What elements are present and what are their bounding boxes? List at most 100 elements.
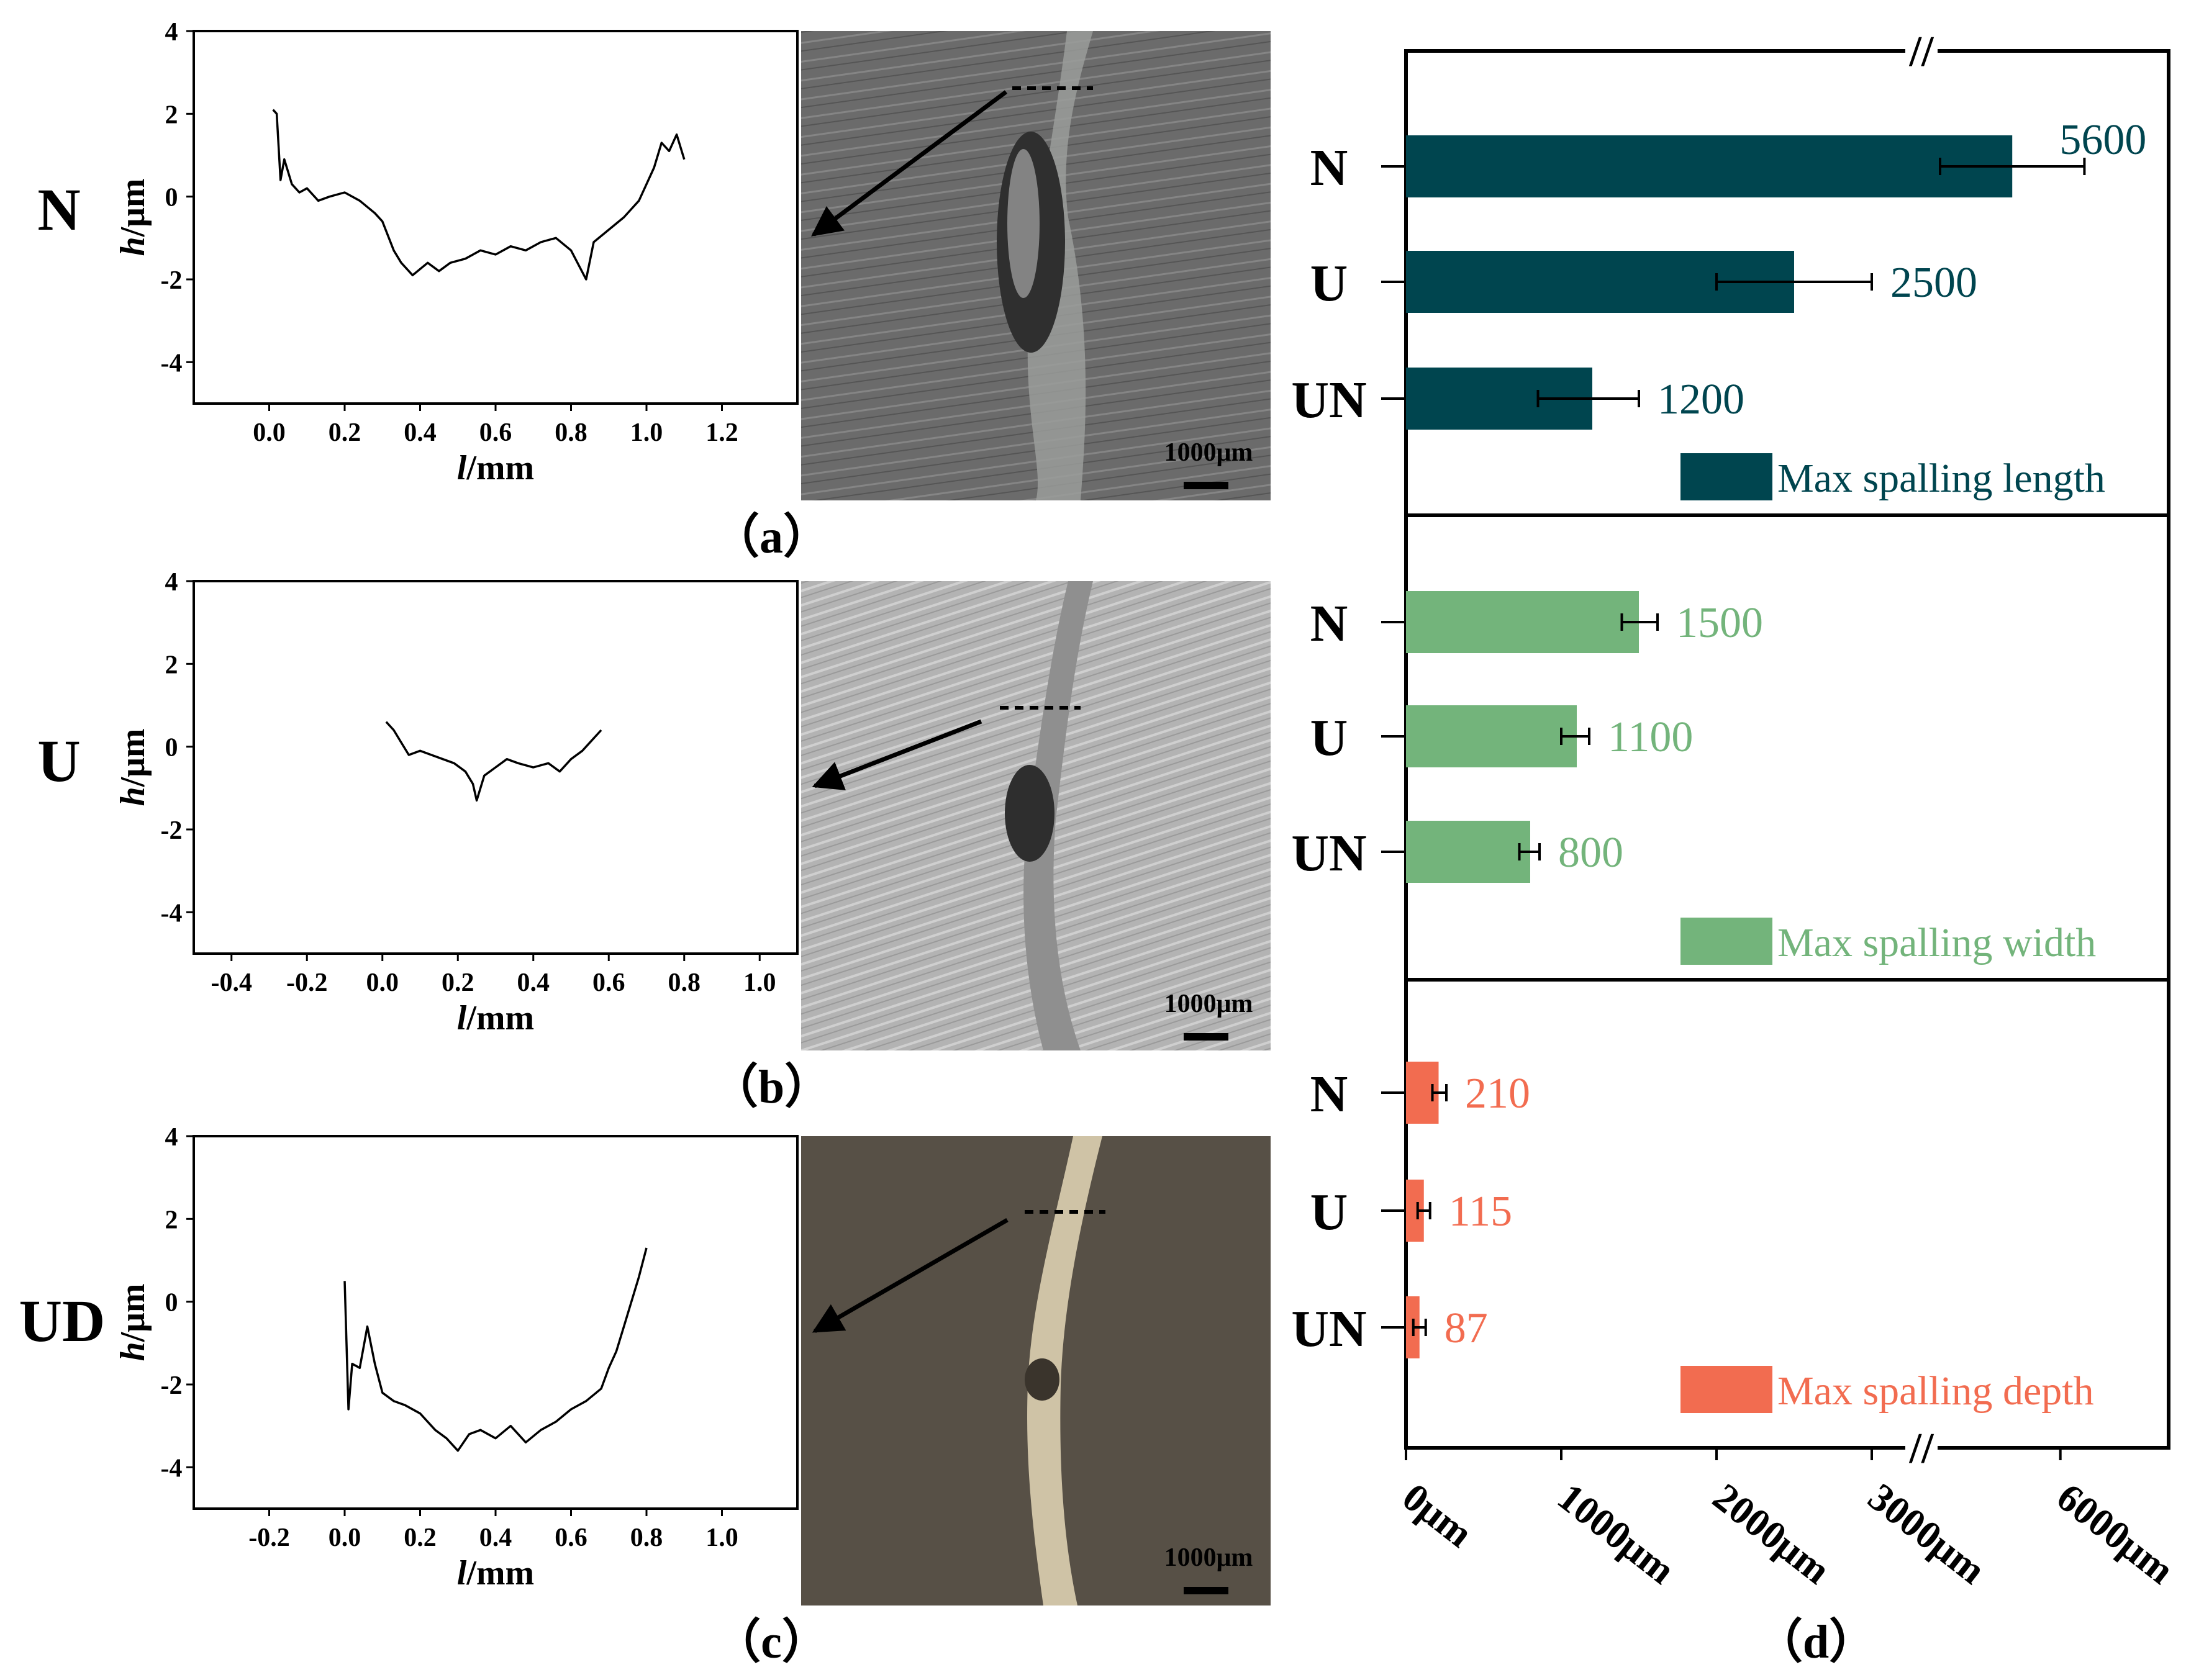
y-tick-label-a: 2	[165, 101, 178, 129]
value-label: 2500	[1890, 259, 1977, 307]
caption-c: （c）	[714, 1616, 829, 1668]
x-tick-label-d: 0μm	[1394, 1475, 1481, 1556]
scale-bar-c	[1184, 1587, 1228, 1594]
ylabel-c: h/μm	[114, 1283, 152, 1361]
x-tick-label-b: 0.0	[366, 969, 399, 997]
ticks-c: -0.2 0.0 0.2 0.4 0.6 0.8 1.0 -4 -2 0 2 4	[161, 1123, 738, 1552]
scale-bar-b	[1184, 1033, 1228, 1041]
arrow-b	[812, 719, 982, 790]
x-tick-label-b: 0.6	[592, 969, 625, 997]
x-tick-label-c: 0.4	[479, 1524, 512, 1552]
bar-n	[1406, 591, 1639, 653]
x-tick-label-b: -0.4	[211, 969, 253, 997]
legend-label: Max spalling width	[1777, 920, 2096, 965]
category-label-u: U	[1310, 1183, 1348, 1241]
y-tick-label-c: -2	[161, 1371, 183, 1400]
x-tick-label-b: 0.8	[668, 969, 701, 997]
y-tick-label-b: 0	[165, 734, 178, 762]
x-tick-label-d: 1000μm	[1549, 1475, 1683, 1592]
legend-label: Max spalling depth	[1777, 1368, 2094, 1414]
value-label: 1500	[1676, 599, 1763, 647]
axis-break-gap	[1905, 40, 1938, 62]
value-label: 5600	[2059, 116, 2146, 164]
ylabel-a: h/μm	[114, 178, 152, 256]
panel-c: UD -0.2 0.0 0.2 0.4 0.6 0.8 1.0 -4 -2 0 2 4 l/mm h/…	[19, 1123, 1271, 1668]
y-tick-label-a: -2	[161, 266, 183, 295]
scale-bar-label-a: 1000μm	[1164, 438, 1253, 467]
category-label-u: U	[1310, 255, 1348, 312]
category-label-u: U	[1310, 709, 1348, 767]
category-label-un: UN	[1291, 1300, 1366, 1358]
bar-u	[1406, 705, 1577, 767]
arrow-c	[812, 1217, 1009, 1334]
y-tick-label-c: -4	[161, 1454, 183, 1483]
x-tick-label-b: 1.0	[743, 969, 776, 997]
x-tick-label-c: 0.6	[555, 1524, 587, 1552]
y-tick-label-a: 0	[165, 184, 178, 212]
x-tick-label-c: -0.2	[248, 1524, 290, 1552]
bar-un	[1406, 821, 1530, 883]
y-tick-label-a: 4	[165, 18, 178, 47]
scale-bar-a	[1184, 482, 1228, 489]
row-label-a: N	[37, 176, 80, 243]
y-tick-label-b: -4	[161, 899, 183, 928]
ylabel-b: h/μm	[114, 728, 152, 806]
x-tick-label-b: -0.2	[286, 969, 328, 997]
x-tick-label-a: 0.6	[479, 418, 512, 447]
plot-frame-a	[193, 30, 799, 405]
y-tick-label-c: 2	[165, 1206, 178, 1234]
category-label-n: N	[1310, 595, 1348, 653]
caption-b: （b）	[711, 1061, 832, 1113]
legend-swatch	[1680, 453, 1772, 500]
caption-a: （a）	[712, 511, 830, 563]
x-tick-label-c: 1.0	[705, 1524, 738, 1552]
x-tick-label-d: 3000μm	[1860, 1475, 1993, 1592]
profile-line-b	[385, 721, 602, 802]
arrow-a	[811, 90, 1008, 237]
bar-n	[1406, 135, 2013, 197]
xlabel-b: l/mm	[457, 999, 534, 1037]
x-tick-label-c: 0.0	[329, 1524, 361, 1552]
axis-break-gap	[1905, 1437, 1938, 1459]
x-tick-label-c: 0.8	[630, 1524, 663, 1552]
category-label-un: UN	[1291, 371, 1366, 429]
y-tick-label-c: 4	[165, 1123, 178, 1152]
value-label: 1200	[1658, 376, 1744, 423]
x-tick-label-a: 0.8	[555, 418, 587, 447]
row-label-c: UD	[19, 1288, 106, 1354]
x-tick-label-a: 1.2	[705, 418, 738, 447]
value-label: 87	[1444, 1304, 1488, 1352]
y-tick-label-c: 0	[165, 1289, 178, 1317]
profile-line-a	[272, 109, 686, 281]
ticks-a: 0.0 0.2 0.4 0.6 0.8 1.0 1.2 -4 -2 0 2 4	[161, 18, 738, 447]
profile-line-c	[343, 1247, 648, 1452]
x-tick-label-a: 0.2	[329, 418, 361, 447]
legend-swatch	[1680, 1366, 1772, 1413]
x-tick-label-a: 1.0	[630, 418, 663, 447]
x-tick-label-b: 0.2	[442, 969, 474, 997]
x-tick-label-c: 0.2	[404, 1524, 437, 1552]
category-label-n: N	[1310, 1065, 1348, 1123]
xlabel-c: l/mm	[457, 1554, 534, 1592]
x-tick-label-a: 0.4	[404, 418, 437, 447]
ticks-b: -0.4 -0.2 0.0 0.2 0.4 0.6 0.8 1.0 -4 -2 0 2 4	[161, 568, 776, 997]
category-label-n: N	[1310, 139, 1348, 197]
plot-frame-b	[193, 580, 799, 955]
x-tick-label-d: 2000μm	[1705, 1475, 1838, 1592]
axis-break-marker: //	[1909, 28, 1934, 76]
x-tick-label-a: 0.0	[253, 418, 286, 447]
xlabel-a: l/mm	[457, 449, 534, 487]
panel-a: N 0.0 0.2 0.4 0.6 0.8 1.0 1.2 -4 -2 0 2 4 l/mm h/μm…	[37, 18, 1271, 563]
value-label: 800	[1558, 829, 1623, 877]
value-label: 1100	[1608, 713, 1693, 761]
micrograph-a: 1000μm	[801, 31, 1271, 500]
value-label: 210	[1465, 1070, 1530, 1118]
axis-break-marker: //	[1909, 1425, 1934, 1473]
plot-frame-c	[193, 1135, 799, 1510]
panel-b: U -0.4 -0.2 0.0 0.2 0.4 0.6 0.8 1.0 -4 -2 0 2 4 l/mm…	[37, 568, 1271, 1113]
caption-d: （d）	[1756, 1616, 1876, 1668]
y-tick-label-b: -2	[161, 816, 183, 845]
